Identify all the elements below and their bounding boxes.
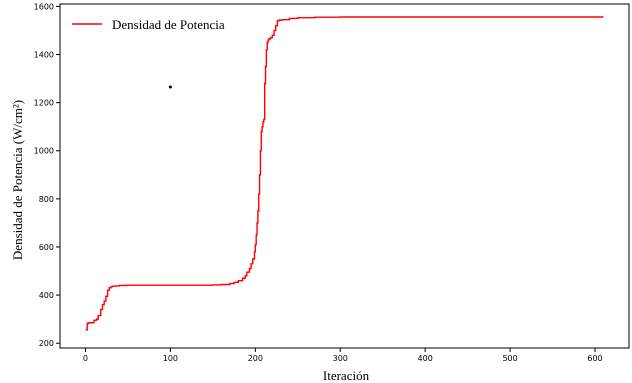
x-tick-label: 500 — [502, 354, 517, 363]
x-tick-label: 400 — [418, 354, 433, 363]
annotation-point — [168, 85, 172, 89]
y-tick-label: 1200 — [34, 99, 54, 108]
x-axis: 0 100 200 300 400 500 600 — [83, 348, 603, 363]
legend-label: Densidad de Potencia — [112, 17, 225, 32]
x-tick-label: 100 — [163, 354, 178, 363]
series-group — [85, 16, 604, 331]
y-axis: 200 400 600 800 1000 1200 1400 1600 — [34, 2, 60, 348]
x-tick-label: 300 — [333, 354, 348, 363]
y-tick-label: 400 — [39, 291, 54, 300]
y-tick-label: 1400 — [34, 51, 54, 60]
annotation-group — [168, 85, 172, 89]
plot-frame — [59, 3, 630, 349]
x-tick-label: 600 — [587, 354, 602, 363]
y-tick-label: 1600 — [34, 2, 54, 11]
y-tick-label: 200 — [39, 339, 54, 348]
y-tick-label: 800 — [39, 195, 54, 204]
series-line — [85, 16, 604, 331]
y-tick-label: 600 — [39, 243, 54, 252]
y-axis-label: Densidad de Potencia (W/cm²) — [10, 100, 25, 260]
legend: Densidad de Potencia — [72, 17, 225, 32]
y-tick-label: 1000 — [34, 147, 54, 156]
x-tick-label: 0 — [83, 354, 88, 363]
x-axis-label: Iteración — [323, 368, 370, 383]
x-tick-label: 200 — [248, 354, 263, 363]
